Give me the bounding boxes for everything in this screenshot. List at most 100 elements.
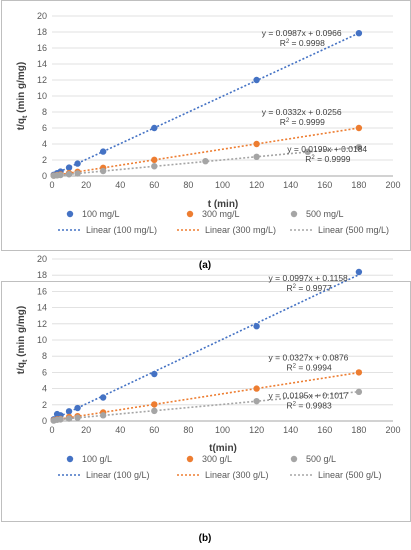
data-point [65,408,73,415]
y-axis-title-sub: t [22,115,29,118]
legend-label: 500 g/L [306,454,336,464]
y-tick-label: 4 [42,384,47,394]
legend-label: 100 mg/L [82,209,120,219]
r-squared-value: = 0.9983 [296,400,332,410]
data-point [253,323,260,330]
data-point [355,144,363,151]
y-tick-label: 4 [42,139,47,149]
r-squared-value: = 0.9999 [289,117,325,127]
data-point [355,124,363,132]
trend-equation: y = 0.0199x + 0.0184 [287,144,367,154]
x-tick-label: 0 [49,180,54,190]
legend-label: Linear (100 g/L) [86,470,150,480]
trend-equation: y = 0.0332x + 0.0256 [262,107,342,117]
data-point [65,171,73,178]
data-point [151,401,158,408]
x-tick-label: 100 [215,180,230,190]
r-squared-r: R [280,117,286,127]
data-point [65,415,73,422]
x-tick-label: 160 [317,180,332,190]
x-tick-label: 100 [215,425,230,435]
legend-marker [66,210,74,218]
legend-label: Linear (100 mg/L) [86,225,157,235]
data-point [99,148,107,155]
legend-label: Linear (300 mg/L) [205,225,276,235]
data-point [74,404,81,412]
data-point [151,163,158,170]
y-tick-label: 16 [37,43,47,53]
data-point [304,148,311,156]
y-tick-label: 6 [42,367,47,377]
x-axis-title: t (min) [208,199,239,210]
trend-equation: y = 0.0997x + 0.1158 [269,273,349,283]
y-tick-label: 10 [37,91,47,101]
data-point [99,167,107,175]
x-tick-label: 120 [249,180,264,190]
x-tick-label: 140 [283,180,298,190]
y-tick-label: 0 [42,416,47,426]
trend-equation: y = 0.0195x + 0.1017 [269,390,349,400]
r-squared-value: = 0.9999 [315,154,351,164]
r-squared-exp: 2 [293,363,297,369]
data-point [253,76,260,84]
y-axis-title-main: t/q [16,118,27,130]
data-point [355,388,363,396]
legend-label: 500 mg/L [306,209,344,219]
y-tick-label: 10 [37,335,47,345]
y-tick-label: 12 [37,319,47,329]
r-squared-value: = 0.9998 [289,38,325,48]
y-tick-label: 8 [42,107,47,117]
legend-marker [186,210,194,218]
x-tick-label: 20 [81,180,91,190]
y-tick-label: 20 [37,11,47,21]
r-squared-exp: 2 [286,39,290,45]
data-point [57,171,64,179]
x-tick-label: 140 [283,425,298,435]
data-point [65,164,73,171]
r-squared-exp: 2 [311,155,315,161]
y-axis-title: t/qt (min g/mg) [16,306,29,374]
r-squared-r: R [287,283,293,293]
legend-label: 300 g/L [202,454,232,464]
y-tick-label: 18 [37,270,47,280]
r-squared-r: R [305,154,311,164]
r-squared-r: R [287,400,293,410]
r-squared-label: R2 = 0.9994 [287,362,332,372]
r-squared-label: R2 = 0.9999 [305,154,350,164]
data-point [99,394,107,401]
r-squared-value: = 0.9977 [296,283,332,293]
data-point [99,412,107,419]
data-point [253,397,260,405]
data-point [355,369,363,376]
legend-marker [290,455,298,463]
y-tick-label: 20 [37,254,47,264]
data-point [74,414,81,421]
chart-frame [1,0,411,251]
x-tick-label: 40 [115,425,125,435]
x-tick-label: 80 [183,180,193,190]
y-tick-label: 6 [42,123,47,133]
r-squared-label: R2 = 0.9983 [287,400,332,410]
legend-label: Linear (300 g/L) [205,470,269,480]
legend-marker [186,455,194,463]
data-point [355,268,363,276]
data-point [151,124,158,132]
y-axis-title-main: t/q [16,362,27,374]
data-point [355,30,363,37]
trend-equation: y = 0.0987x + 0.0966 [262,28,342,38]
data-point [202,158,209,165]
r-squared-exp: 2 [293,401,297,407]
data-point [151,156,158,164]
r-squared-r: R [287,362,293,372]
data-point [253,153,260,160]
r-squared-exp: 2 [293,284,297,290]
y-axis-title-unit: (min g/mg) [16,62,27,116]
r-squared-label: R2 = 0.9998 [280,38,325,48]
y-tick-label: 0 [42,171,47,181]
r-squared-exp: 2 [286,118,290,124]
y-axis-title: t/qt (min g/mg) [16,62,29,130]
y-tick-label: 14 [37,59,47,69]
x-axis-title: t(min) [209,443,237,454]
y-axis-title-unit: (min g/mg) [16,306,27,360]
